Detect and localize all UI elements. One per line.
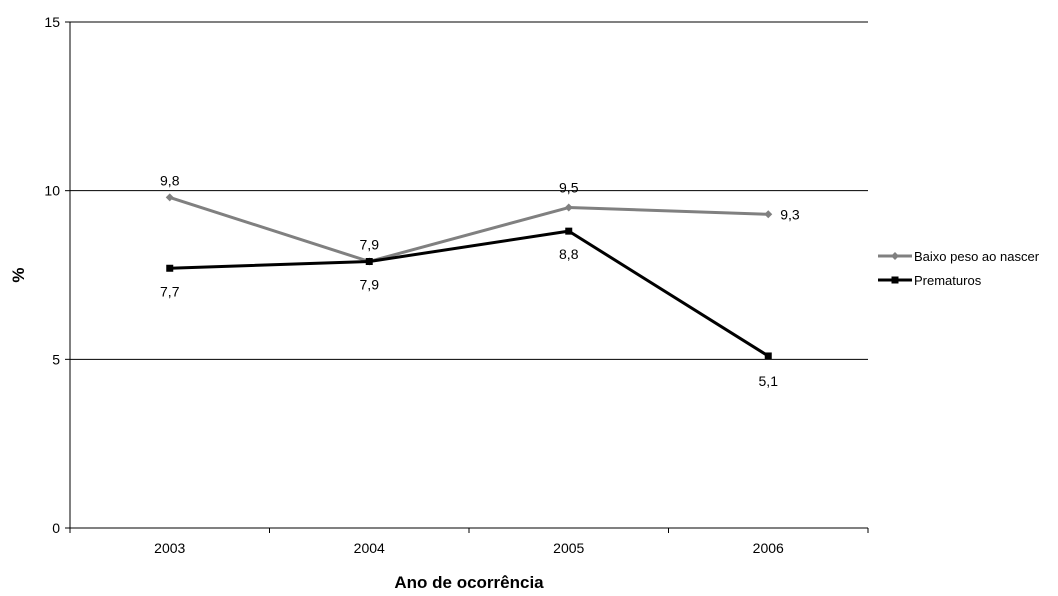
data-point [166, 264, 174, 272]
legend-marker [891, 276, 899, 284]
legend-label: Prematuros [914, 273, 982, 288]
data-label: 9,3 [780, 206, 800, 222]
y-tick-label: 0 [52, 520, 60, 536]
data-label: 8,8 [559, 246, 579, 262]
data-label: 7,9 [360, 277, 380, 293]
x-tick-label: 2004 [354, 540, 385, 556]
data-label: 9,8 [160, 172, 180, 188]
legend-marker [891, 252, 899, 260]
x-tick-label: 2005 [553, 540, 584, 556]
data-labels: 9,8 7,9 9,5 9,3 7,7 7,9 8,8 5,1 [160, 172, 800, 389]
y-axis-title: % [9, 267, 28, 282]
data-label: 7,9 [360, 237, 380, 253]
series-group [165, 193, 773, 360]
gridlines [70, 21, 868, 360]
data-point [764, 352, 772, 360]
y-tick-label: 10 [44, 183, 60, 199]
series-line [169, 229, 770, 358]
x-tick-label: 2003 [154, 540, 185, 556]
x-tick-label: 2006 [753, 540, 784, 556]
series-line [169, 195, 769, 264]
legend-label: Baixo peso ao nascer [914, 249, 1040, 264]
data-label: 5,1 [759, 373, 779, 389]
data-label: 9,5 [559, 180, 579, 196]
data-point [564, 203, 573, 212]
x-axis-title: Ano de ocorrência [394, 573, 544, 592]
data-point [165, 193, 174, 202]
data-point [365, 258, 373, 266]
y-tick-label: 5 [52, 351, 60, 367]
plot-area [70, 22, 868, 528]
data-point [764, 210, 773, 219]
legend: Baixo peso ao nascer Prematuros [878, 249, 1040, 288]
data-label: 7,7 [160, 283, 180, 299]
data-point [565, 227, 573, 235]
y-tick-label: 15 [44, 14, 60, 30]
axes: 0 5 10 15 2003 2004 2005 2006 [44, 14, 869, 556]
